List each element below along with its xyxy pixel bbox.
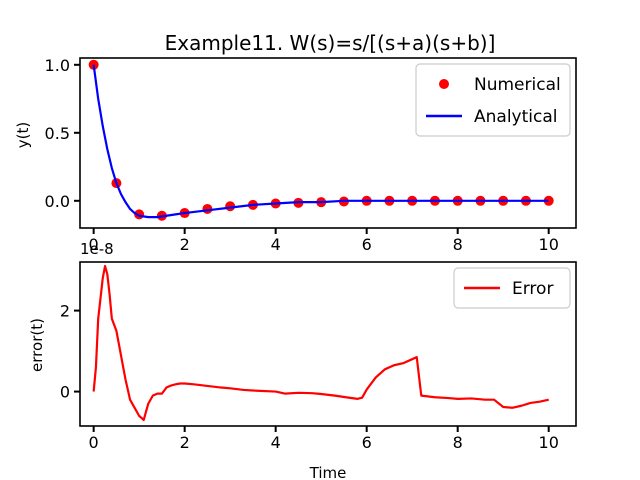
y-tick-label: 0.5: [45, 124, 70, 143]
y-tick-label: 1.0: [45, 56, 70, 75]
x-tick-label: 6: [362, 433, 372, 452]
top-axes: Example11. W(s)=s/[(s+a)(s+b)] 0 2 4 6 8 10 0.…: [14, 31, 577, 254]
top-chart-title: Example11. W(s)=s/[(s+a)(s+b)]: [165, 31, 496, 55]
series-line: [92, 64, 549, 219]
bottom-x-axis-label: Time: [309, 464, 347, 480]
x-tick-label: 10: [539, 433, 559, 452]
bottom-y-axis-label: error(t): [28, 318, 46, 372]
legend-box: [415, 63, 571, 137]
axes-frame: [79, 261, 577, 427]
y-tick-label: 2: [60, 302, 70, 321]
legend-label: Analytical: [474, 107, 557, 127]
bottom-offset-text: 1e-8: [80, 240, 114, 258]
x-tick-label: 4: [271, 235, 281, 254]
top-y-axis-label: y(t): [14, 122, 32, 148]
axes-frame: [79, 57, 577, 229]
bottom-axes: 1e-8 0 2 4 6 8 10 0 2 error(t) Time Error: [28, 240, 577, 480]
legend-box: [453, 267, 571, 309]
x-tick-label: 10: [539, 235, 559, 254]
x-tick-label: 2: [180, 235, 190, 254]
top-legend: Numerical Analytical: [415, 63, 571, 137]
series-line: [92, 264, 549, 422]
top-plot-area: 0 2 4 6 8 10 0.0 0.5 1.0: [45, 56, 577, 254]
x-tick-label: 8: [453, 235, 463, 254]
y-tick-label: 0.0: [45, 192, 70, 211]
x-tick-label: 8: [453, 433, 463, 452]
bottom-plot-area: 0 2 4 6 8 10 0 2: [60, 261, 577, 452]
bottom-legend: Error: [453, 267, 571, 309]
x-tick-label: 2: [180, 433, 190, 452]
legend-label: Error: [512, 279, 553, 299]
x-tick-label: 0: [89, 235, 99, 254]
legend-marker: [439, 79, 449, 89]
x-tick-label: 0: [89, 433, 99, 452]
y-tick-label: 0: [60, 383, 70, 402]
x-tick-label: 6: [362, 235, 372, 254]
legend-label: Numerical: [474, 75, 561, 95]
x-tick-label: 4: [271, 433, 281, 452]
